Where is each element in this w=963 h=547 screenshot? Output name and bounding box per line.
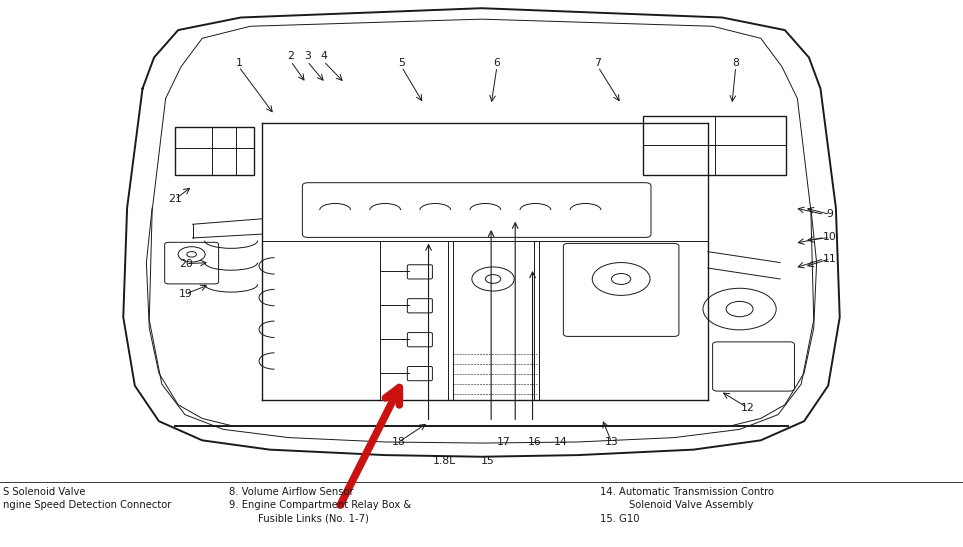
Text: 9. Engine Compartment Relay Box &: 9. Engine Compartment Relay Box &: [229, 501, 411, 510]
Text: 5: 5: [398, 58, 405, 68]
Text: 2: 2: [287, 51, 295, 61]
Text: 13: 13: [605, 437, 618, 447]
Text: S Solenoid Valve: S Solenoid Valve: [3, 487, 86, 497]
Text: 14: 14: [554, 437, 567, 447]
Text: 17: 17: [497, 437, 510, 447]
Text: 12: 12: [741, 403, 754, 412]
Text: 1.8L: 1.8L: [432, 456, 455, 465]
Text: 1: 1: [235, 58, 243, 68]
Text: 14. Automatic Transmission Contro: 14. Automatic Transmission Contro: [600, 487, 774, 497]
Text: ngine Speed Detection Connector: ngine Speed Detection Connector: [3, 501, 171, 510]
Text: 16: 16: [528, 437, 541, 447]
Text: 3: 3: [303, 51, 311, 61]
Text: Fusible Links (No. 1-7): Fusible Links (No. 1-7): [258, 514, 369, 523]
Text: 10: 10: [823, 232, 837, 242]
Text: 15: 15: [481, 456, 494, 465]
Text: 8: 8: [732, 58, 740, 68]
Text: 7: 7: [594, 58, 602, 68]
Text: Solenoid Valve Assembly: Solenoid Valve Assembly: [629, 501, 753, 510]
Text: 15. G10: 15. G10: [600, 514, 639, 523]
Text: 19: 19: [179, 289, 193, 299]
Text: 18: 18: [392, 437, 405, 447]
Text: 9: 9: [826, 210, 834, 219]
Text: 4: 4: [320, 51, 327, 61]
Text: 6: 6: [493, 58, 501, 68]
Text: 20: 20: [179, 259, 193, 269]
Text: 21: 21: [169, 194, 182, 204]
Text: 11: 11: [823, 254, 837, 264]
Text: 8. Volume Airflow Sensor: 8. Volume Airflow Sensor: [229, 487, 353, 497]
